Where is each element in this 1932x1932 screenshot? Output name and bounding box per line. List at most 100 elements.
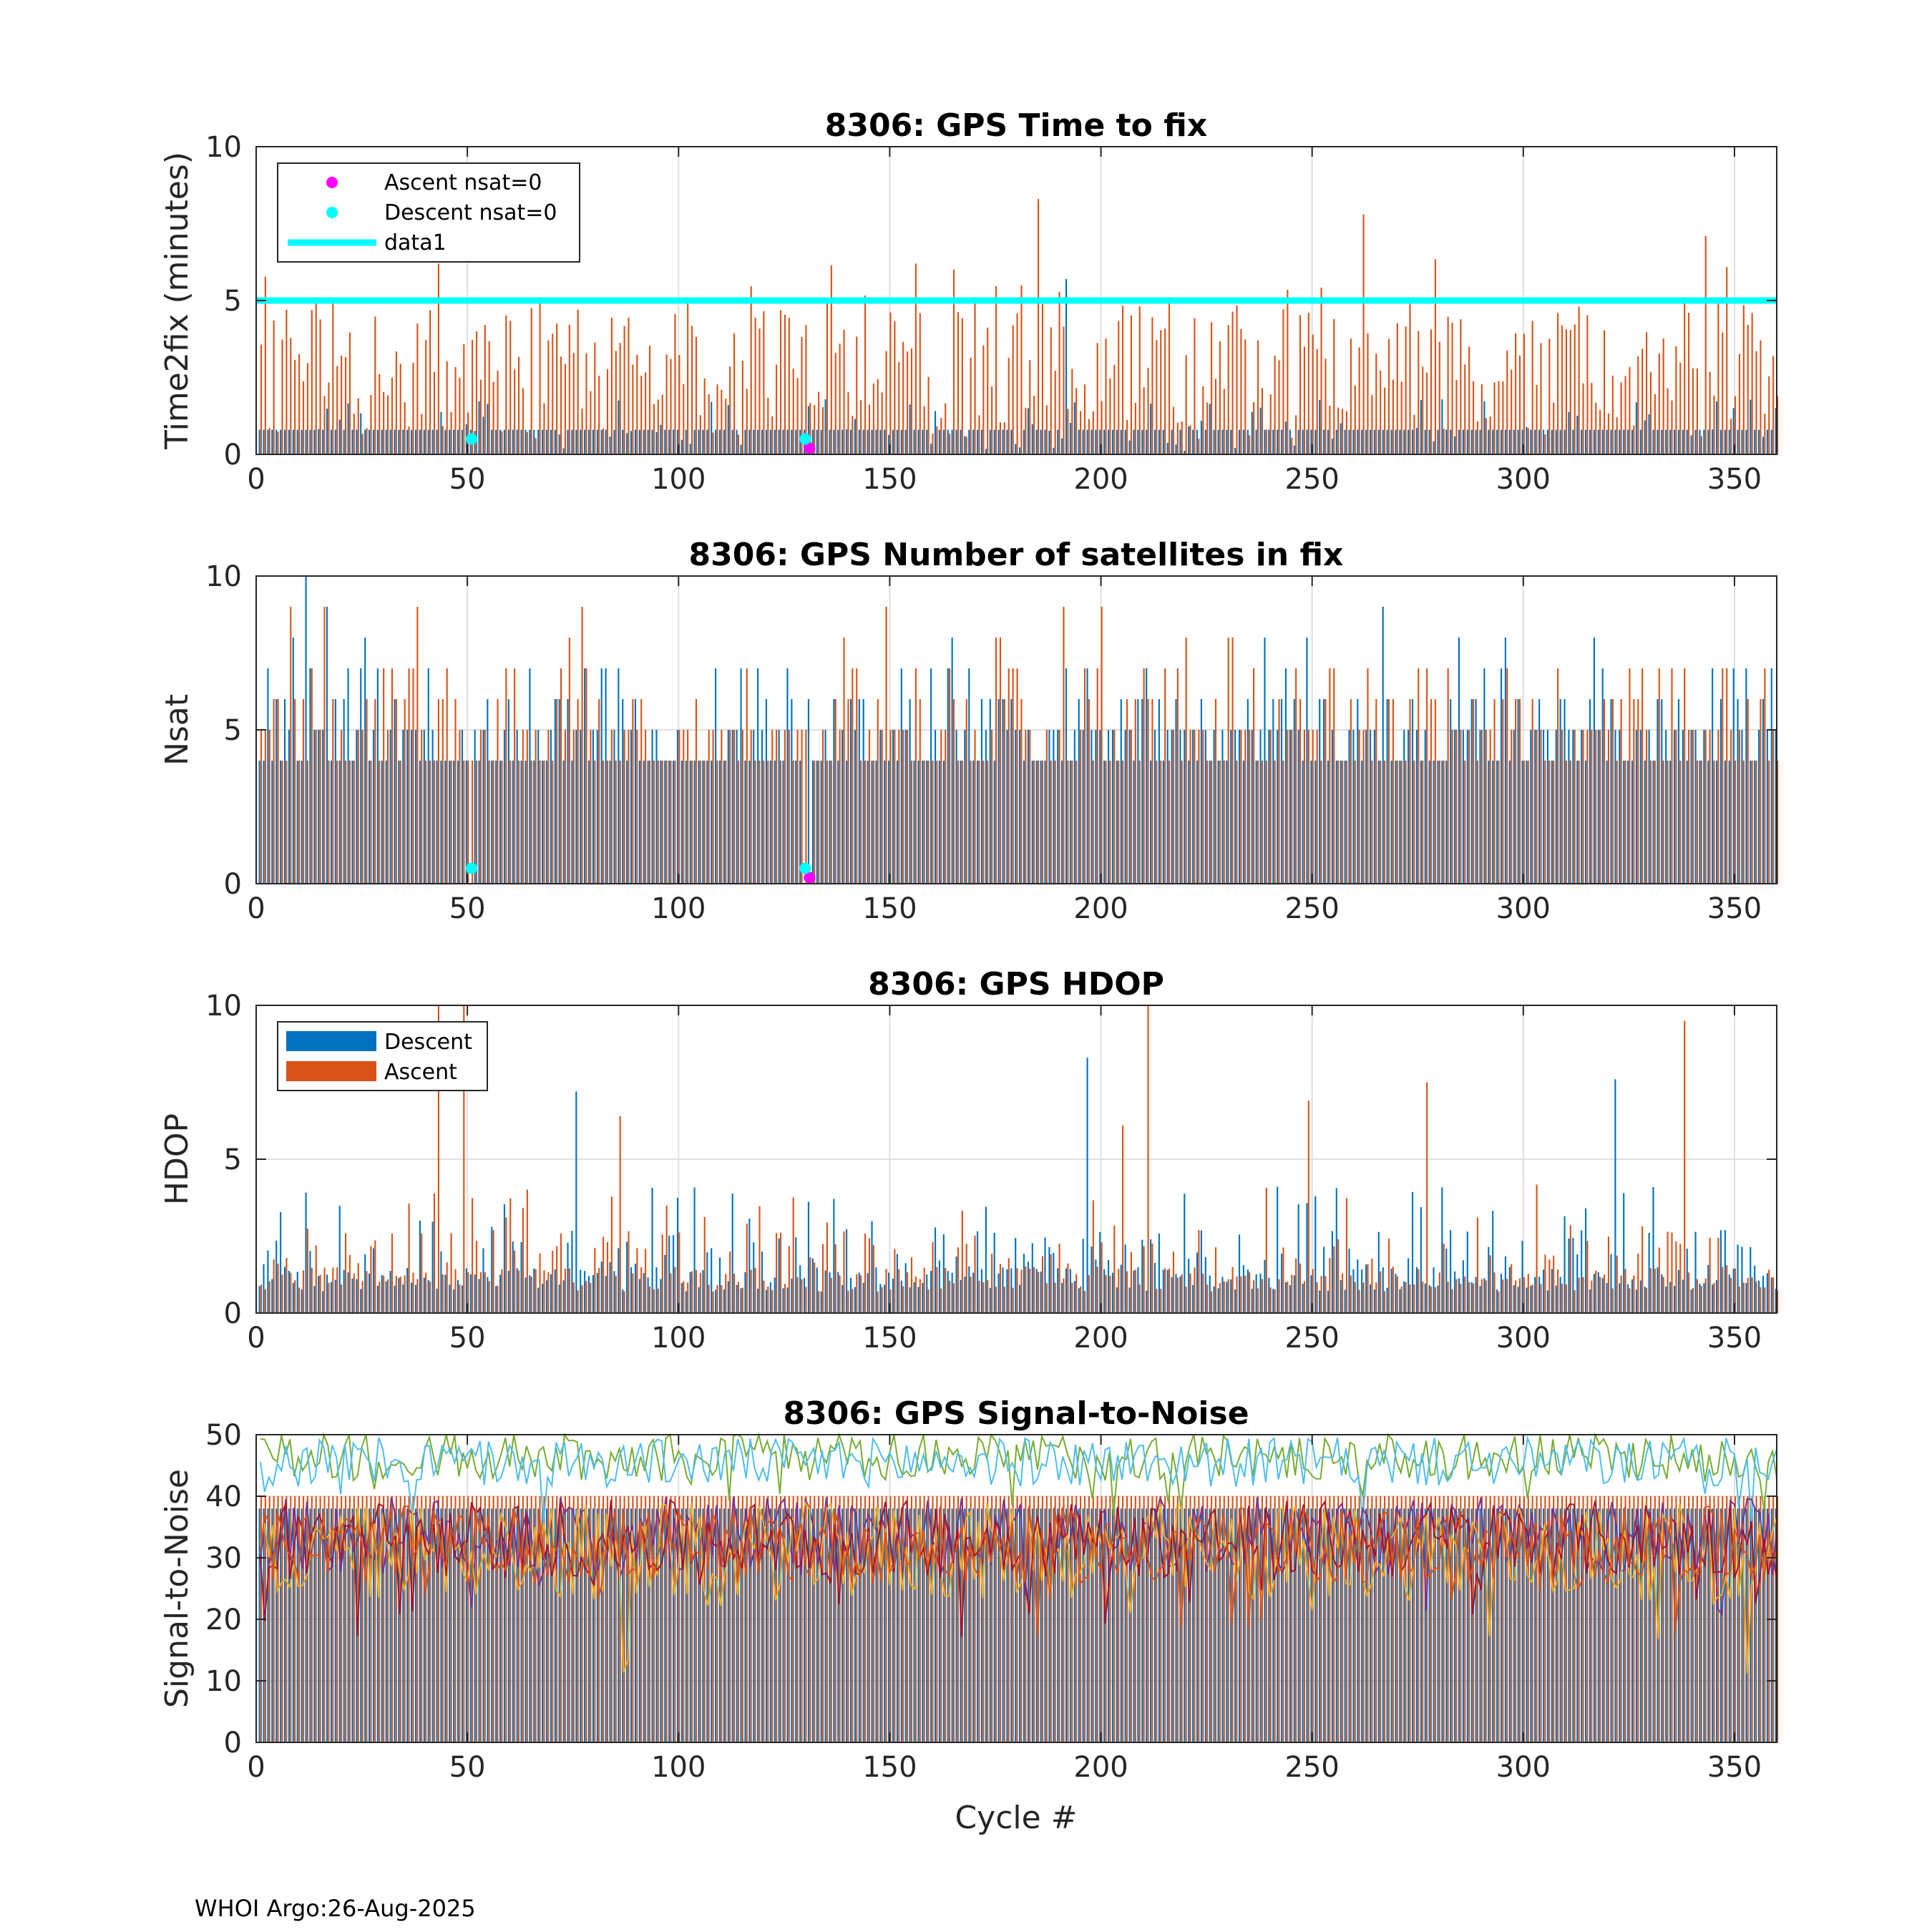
descent-bar	[689, 1508, 691, 1742]
ascent-bar	[1400, 761, 1402, 884]
descent-bar	[334, 1279, 336, 1313]
descent-bar	[592, 730, 594, 884]
descent-bar	[427, 429, 429, 454]
descent-bar	[1386, 699, 1388, 884]
descent-bar	[630, 1267, 633, 1313]
ascent-bar	[1764, 1287, 1766, 1313]
descent-bar	[263, 761, 265, 884]
descent-bar	[1331, 1231, 1333, 1313]
ascent-bar	[741, 730, 743, 884]
ascent-bar	[1122, 761, 1124, 884]
ascent-bar	[1295, 668, 1297, 884]
ascent-bar	[1138, 1284, 1141, 1313]
ascent-bar	[1008, 1258, 1010, 1313]
ascent-bar	[416, 607, 419, 884]
descent-bar	[1770, 429, 1772, 454]
descent-bar	[1302, 429, 1304, 454]
sat2-line	[259, 1435, 1777, 1523]
ascent-bar	[628, 730, 630, 884]
ascent-bar	[1629, 1288, 1631, 1313]
descent-bar	[668, 1508, 670, 1742]
ascent-bar	[814, 1262, 816, 1313]
ascent-bar	[1485, 418, 1487, 454]
ascent-bar	[902, 1496, 904, 1742]
ascent-bar	[606, 1241, 609, 1313]
descent-bar	[660, 1508, 662, 1742]
ascent-bar	[1418, 331, 1420, 454]
descent-bar	[1314, 1508, 1317, 1742]
descent-bar	[1750, 761, 1752, 884]
descent-bar	[1572, 1237, 1574, 1313]
ascent-bar	[1189, 1496, 1191, 1742]
ascent-bar	[408, 426, 410, 454]
descent-bar	[1538, 1277, 1541, 1313]
descent-bar	[419, 1508, 421, 1742]
ascent-bar	[1185, 1496, 1187, 1742]
ascent-bar	[1287, 1281, 1289, 1313]
ascent-bar	[1603, 1496, 1606, 1742]
ascent-bar	[725, 1496, 727, 1742]
descent-bar	[334, 429, 336, 454]
ascent-bar	[1611, 1288, 1614, 1313]
ascent-bar	[902, 341, 904, 454]
ascent-bar	[974, 730, 976, 884]
ascent-bar	[961, 1210, 963, 1313]
ascent-bar	[1485, 1280, 1487, 1313]
ascent-bar	[408, 1203, 410, 1313]
descent-bar	[1441, 1187, 1443, 1313]
descent-bar	[1230, 1508, 1232, 1742]
ascent-bar	[1038, 1272, 1040, 1313]
descent-bar	[1610, 1508, 1612, 1742]
descent-bar	[1745, 668, 1747, 884]
descent-bar	[977, 761, 979, 884]
ascent-bar	[792, 1197, 794, 1313]
ascent-bar	[1607, 413, 1610, 454]
descent-bar	[782, 429, 784, 454]
descent-bar	[799, 1265, 801, 1313]
ascent-bar	[1033, 1496, 1035, 1742]
ascent-bar	[1354, 761, 1356, 884]
descent-bar	[740, 1288, 742, 1313]
descent-bar	[1091, 730, 1093, 884]
ascent-bar	[264, 1289, 266, 1313]
ascent-bar	[348, 332, 351, 454]
ascent-bar	[433, 1193, 436, 1313]
descent-bar	[1340, 1508, 1342, 1742]
descent-bar	[765, 699, 767, 884]
descent-bar	[618, 400, 620, 454]
ascent-bar	[1350, 699, 1352, 884]
ascent-bar	[1637, 1254, 1639, 1313]
ascent-bar	[1578, 306, 1580, 454]
descent-bar	[478, 761, 480, 884]
descent-bar	[1365, 730, 1367, 884]
descent-bar	[411, 730, 413, 884]
descent-bar	[1581, 1508, 1583, 1742]
ascent-bar	[1172, 1252, 1175, 1313]
descent-bar	[1686, 429, 1688, 454]
ascent-bar	[1274, 1496, 1276, 1742]
descent-bar	[1690, 730, 1692, 884]
ascent-bar	[488, 341, 490, 454]
descent-bar	[305, 1508, 307, 1742]
ascent-bar	[344, 356, 347, 454]
ascent-bar	[1700, 1286, 1702, 1313]
ascent-bar	[699, 1272, 701, 1313]
ascent-bar	[1658, 668, 1660, 884]
descent-bar	[820, 761, 822, 884]
ascent-bar	[602, 428, 605, 454]
descent-bar	[1027, 408, 1029, 454]
descent-bar	[334, 699, 336, 884]
descent-bar	[1542, 429, 1545, 454]
descent-bar	[849, 429, 852, 454]
descent-bar	[1120, 699, 1122, 884]
x-tick-label: 100	[651, 1751, 706, 1784]
descent-bar	[761, 429, 763, 454]
descent-bar	[322, 1508, 324, 1742]
descent-bar	[1745, 429, 1747, 454]
ascent-bar	[472, 1496, 474, 1742]
descent-bar	[411, 429, 413, 454]
descent-bar	[930, 668, 932, 884]
descent-bar	[993, 1233, 995, 1313]
ascent-bar	[530, 761, 532, 884]
descent-bar	[1357, 1259, 1359, 1313]
